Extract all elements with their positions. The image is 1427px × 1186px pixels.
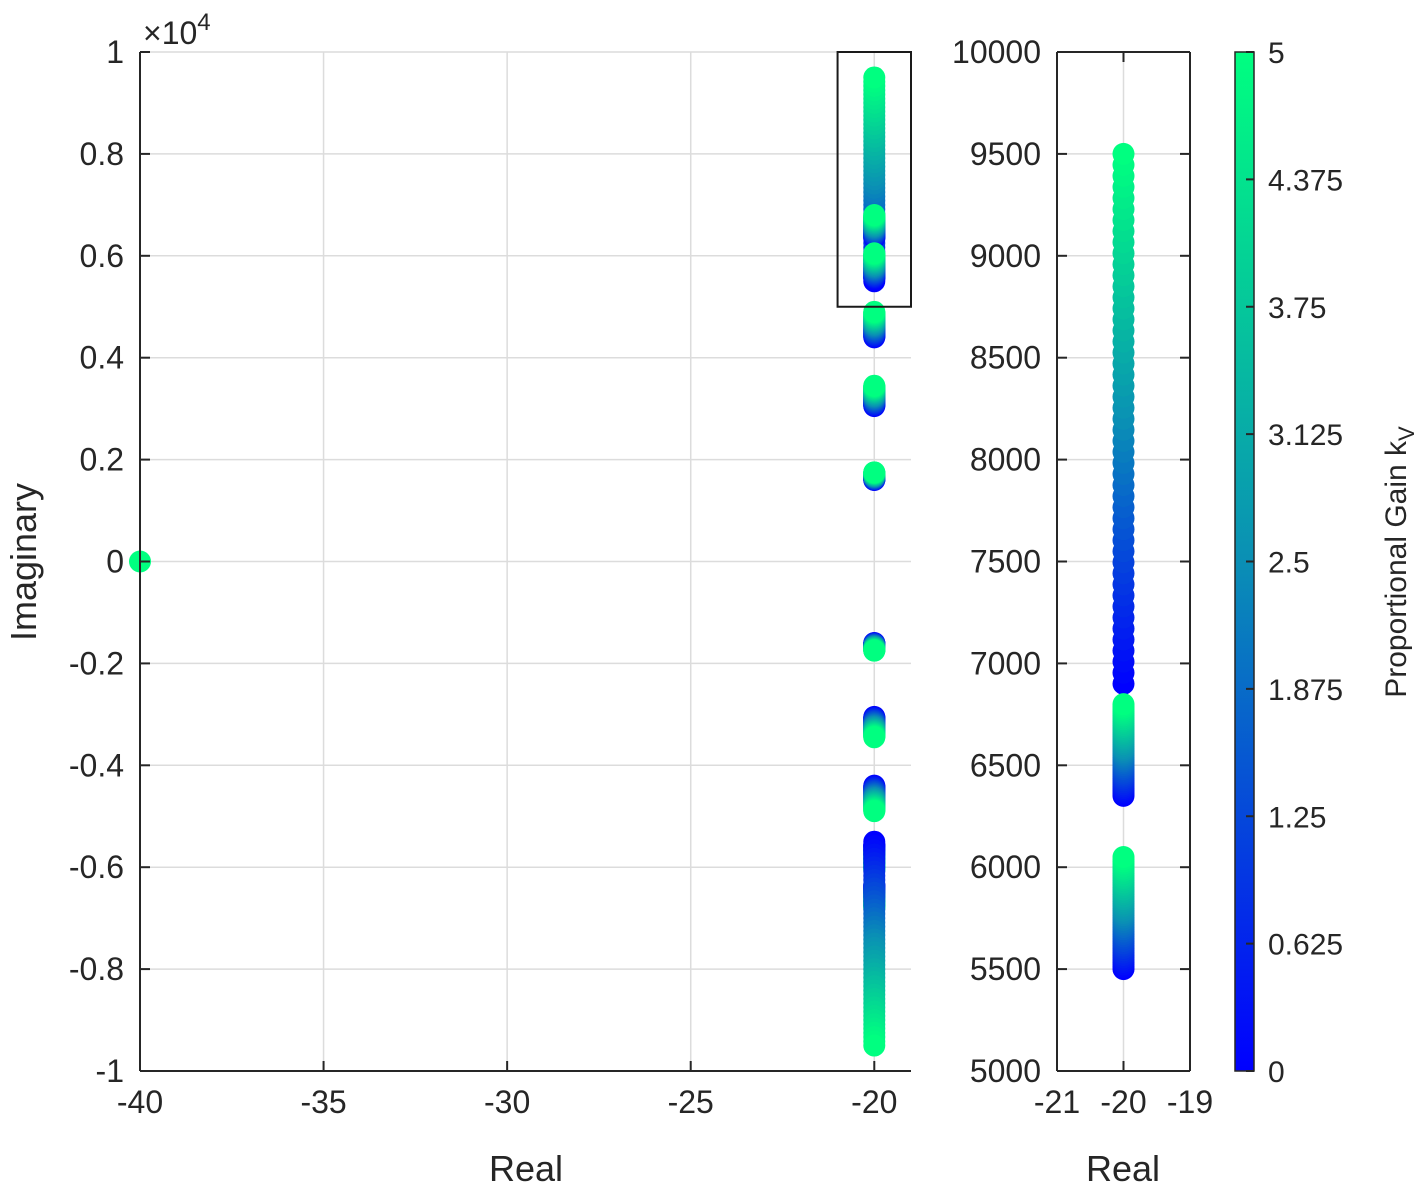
zoom-y-tick-label: 8500 [970, 340, 1041, 376]
main-y-tick-label: 0.8 [80, 136, 124, 172]
main-root-branch [863, 242, 886, 290]
colorbar-tick-label: 3.75 [1268, 292, 1326, 325]
main-x-tick-label: -35 [300, 1084, 346, 1120]
zoom-y-tick-label: 9500 [970, 136, 1041, 172]
colorbar-tick-label: 2.5 [1268, 547, 1310, 580]
main-root-point [863, 242, 886, 265]
main-tick-marks [139, 51, 876, 1072]
colorbar-tick-label: 1.875 [1268, 674, 1343, 707]
zoom-root-branch [1112, 693, 1135, 807]
colorbar-label: Proportional Gain kV [1380, 426, 1419, 698]
zoom-root-point [1112, 846, 1135, 869]
zoom-region-box [836, 51, 912, 308]
main-y-tick-label: -0.6 [69, 849, 124, 885]
zoom-y-tick-label: 7500 [970, 544, 1041, 580]
main-root-point [863, 800, 886, 823]
main-root-point [863, 1034, 886, 1057]
colorbar-tick-label: 3.125 [1268, 419, 1343, 452]
main-y-tick-label: -0.8 [69, 951, 124, 987]
main-root-point [863, 639, 886, 662]
main-root-point [863, 461, 886, 484]
zoom-y-tick-label: 5000 [970, 1053, 1041, 1089]
main-root-point [863, 204, 886, 227]
main-root-branch [863, 204, 886, 249]
zoom-y-tick-label: 8000 [970, 442, 1041, 478]
main-y-tick-labels: -1 -0.8 -0.6 -0.4 -0.2 0 0.2 0.4 0.6 0.8 1 [69, 34, 124, 1089]
main-x-tick-label: -25 [668, 1084, 714, 1120]
main-root-point [863, 374, 886, 397]
main-root-branch [863, 774, 886, 823]
main-data-marks [129, 66, 886, 1057]
y-exponent-label: ×104 [143, 9, 211, 51]
main-y-tick-label: -0.2 [69, 645, 124, 681]
colorbar-tick-label: 5 [1268, 37, 1285, 70]
main-y-tick-label: 0 [106, 544, 124, 580]
zoom-root-point [1112, 142, 1135, 165]
main-plot-axes: -40 -35 -30 -25 -20 -1 -0.8 -0.6 -0.4 -0.2 0 0.2 0.… [3, 9, 912, 1186]
main-y-tick-label: 1 [106, 34, 124, 70]
main-root-point [863, 300, 886, 323]
main-y-tick-label: -1 [96, 1053, 124, 1089]
main-x-tick-label: -40 [117, 1084, 163, 1120]
main-y-axis-label: Imaginary [3, 483, 44, 641]
colorbar-tick-label: 4.375 [1268, 164, 1343, 197]
colorbar-ticks [1246, 51, 1254, 1072]
colorbar-tick-label: 0.625 [1268, 929, 1343, 962]
main-x-tick-label: -30 [484, 1084, 530, 1120]
main-root-point [863, 726, 886, 749]
colorbar: 0 0.625 1.25 1.875 2.5 3.125 3.75 4.375 5 Propor… [1234, 37, 1419, 1089]
zoom-x-axis-label: Real [1086, 1148, 1160, 1186]
main-grid [139, 51, 911, 1072]
zoom-x-tick-label: -21 [1034, 1084, 1080, 1120]
zoom-root-branch [1112, 142, 1135, 695]
main-x-tick-label: -20 [851, 1084, 897, 1120]
colorbar-tick-labels: 0 0.625 1.25 1.875 2.5 3.125 3.75 4.375 5 [1268, 37, 1343, 1089]
zoom-y-tick-label: 6000 [970, 849, 1041, 885]
main-root-branch [863, 461, 886, 491]
main-root-branch [863, 830, 886, 1057]
zoom-plot-axes: -21 -20 -19 5000 5500 6000 6500 7000 7500 8000 85… [952, 34, 1213, 1186]
zoom-y-tick-label: 6500 [970, 747, 1041, 783]
colorbar-tick-label: 1.25 [1268, 801, 1326, 834]
zoom-y-tick-label: 5500 [970, 951, 1041, 987]
zoom-root-branch [1112, 846, 1135, 981]
zoom-x-tick-label: -20 [1100, 1084, 1146, 1120]
main-y-tick-label: 0.6 [80, 238, 124, 274]
main-root-branch [863, 300, 886, 349]
zoom-x-tick-label: -19 [1167, 1084, 1213, 1120]
zoom-tick-marks [1056, 51, 1191, 1072]
zoom-y-tick-label: 10000 [952, 34, 1041, 70]
colorbar-tick-label: 0 [1268, 1056, 1285, 1089]
main-root-branch [863, 374, 886, 418]
zoom-y-tick-label: 9000 [970, 238, 1041, 274]
zoom-data-marks [1112, 142, 1135, 981]
main-root-branch [863, 632, 886, 662]
main-root-point [863, 66, 886, 89]
main-y-tick-label: 0.2 [80, 442, 124, 478]
zoom-y-tick-label: 7000 [970, 645, 1041, 681]
zoom-root-point [1112, 693, 1135, 716]
zoom-x-tick-labels: -21 -20 -19 [1034, 1084, 1213, 1120]
zoom-y-tick-labels: 5000 5500 6000 6500 7000 7500 8000 8500 9000 9500… [952, 34, 1041, 1089]
main-x-axis-label: Real [489, 1148, 563, 1186]
main-x-tick-labels: -40 -35 -30 -25 -20 [117, 1084, 898, 1120]
main-y-tick-label: 0.4 [80, 340, 124, 376]
main-y-tick-label: -0.4 [69, 747, 124, 783]
main-root-branch [863, 705, 886, 749]
